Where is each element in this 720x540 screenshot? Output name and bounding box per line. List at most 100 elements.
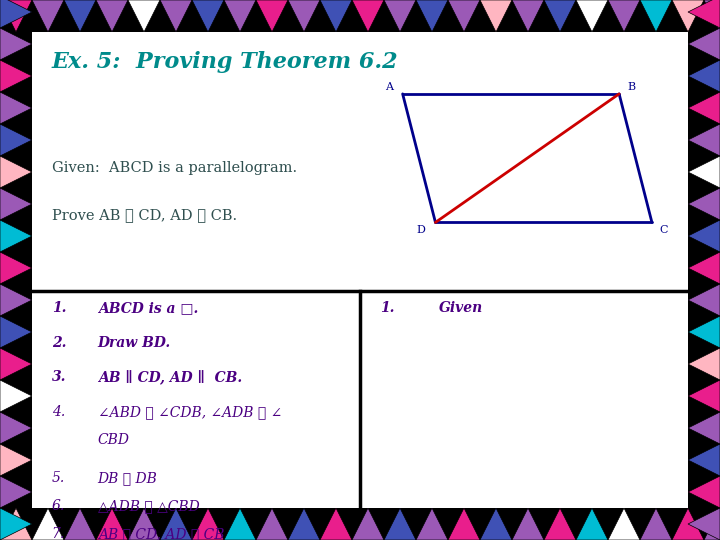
Text: 6.: 6. <box>52 499 65 513</box>
Polygon shape <box>192 0 224 32</box>
Text: 7.: 7. <box>52 527 65 540</box>
Polygon shape <box>0 0 32 28</box>
Text: AB ∥ CD, AD ∥  CB.: AB ∥ CD, AD ∥ CB. <box>98 370 242 385</box>
Text: A: A <box>384 82 393 91</box>
Polygon shape <box>32 0 64 32</box>
Polygon shape <box>688 60 720 92</box>
Polygon shape <box>96 0 128 32</box>
Polygon shape <box>576 0 608 32</box>
Polygon shape <box>0 380 32 412</box>
Text: ∠ABD ≅ ∠CDB, ∠ADB ≅ ∠: ∠ABD ≅ ∠CDB, ∠ADB ≅ ∠ <box>98 405 282 419</box>
Polygon shape <box>0 444 32 476</box>
Text: 3.: 3. <box>52 370 66 384</box>
Polygon shape <box>688 124 720 156</box>
Polygon shape <box>288 508 320 540</box>
Polygon shape <box>0 284 32 316</box>
Polygon shape <box>256 0 288 32</box>
Polygon shape <box>352 508 384 540</box>
Polygon shape <box>0 156 32 188</box>
Polygon shape <box>288 0 320 32</box>
Polygon shape <box>416 508 448 540</box>
Polygon shape <box>320 508 352 540</box>
Polygon shape <box>64 0 96 32</box>
Polygon shape <box>672 0 704 32</box>
Polygon shape <box>320 0 352 32</box>
Polygon shape <box>0 0 32 32</box>
Polygon shape <box>160 508 192 540</box>
Text: 1.: 1. <box>379 301 394 315</box>
Polygon shape <box>688 380 720 412</box>
Polygon shape <box>0 476 32 508</box>
Polygon shape <box>704 508 720 540</box>
Text: Given:  ABCD is a parallelogram.: Given: ABCD is a parallelogram. <box>52 160 297 174</box>
Polygon shape <box>688 508 720 540</box>
Polygon shape <box>688 412 720 444</box>
Polygon shape <box>0 316 32 348</box>
Polygon shape <box>480 508 512 540</box>
Polygon shape <box>384 508 416 540</box>
Polygon shape <box>0 92 32 124</box>
Text: AB ≅ CD, AD ≅ CB: AB ≅ CD, AD ≅ CB <box>98 527 224 540</box>
Polygon shape <box>224 508 256 540</box>
Polygon shape <box>128 0 160 32</box>
Polygon shape <box>0 124 32 156</box>
Polygon shape <box>688 220 720 252</box>
Polygon shape <box>128 508 160 540</box>
Polygon shape <box>688 444 720 476</box>
Text: 2.: 2. <box>52 336 66 350</box>
Bar <box>32 32 688 508</box>
Polygon shape <box>0 220 32 252</box>
Polygon shape <box>640 0 672 32</box>
Text: △ADB ≅ △CBD: △ADB ≅ △CBD <box>98 499 199 513</box>
Text: Ex. 5:  Proving Theorem 6.2: Ex. 5: Proving Theorem 6.2 <box>52 51 398 73</box>
Polygon shape <box>256 508 288 540</box>
Polygon shape <box>32 508 64 540</box>
Polygon shape <box>688 0 720 28</box>
Polygon shape <box>0 508 32 540</box>
Polygon shape <box>0 412 32 444</box>
Text: 5.: 5. <box>52 471 65 485</box>
Polygon shape <box>0 252 32 284</box>
Text: Draw BD.: Draw BD. <box>98 336 171 350</box>
Polygon shape <box>224 0 256 32</box>
Polygon shape <box>512 0 544 32</box>
Text: 4.: 4. <box>52 405 65 419</box>
Polygon shape <box>0 60 32 92</box>
Polygon shape <box>608 0 640 32</box>
Polygon shape <box>688 252 720 284</box>
Polygon shape <box>160 0 192 32</box>
Text: B: B <box>627 82 635 91</box>
Polygon shape <box>96 508 128 540</box>
Polygon shape <box>352 0 384 32</box>
Polygon shape <box>448 508 480 540</box>
Polygon shape <box>672 508 704 540</box>
Text: D: D <box>417 225 426 235</box>
Polygon shape <box>688 316 720 348</box>
Polygon shape <box>688 92 720 124</box>
Text: ABCD is a □.: ABCD is a □. <box>98 301 198 315</box>
Polygon shape <box>608 508 640 540</box>
Polygon shape <box>704 0 720 32</box>
Polygon shape <box>0 28 32 60</box>
Polygon shape <box>688 188 720 220</box>
Text: C: C <box>660 225 668 235</box>
Polygon shape <box>0 188 32 220</box>
Polygon shape <box>688 156 720 188</box>
Polygon shape <box>688 28 720 60</box>
Text: 1.: 1. <box>52 301 66 315</box>
Polygon shape <box>64 508 96 540</box>
Polygon shape <box>688 348 720 380</box>
Text: Prove AB ≅ CD, AD ≅ CB.: Prove AB ≅ CD, AD ≅ CB. <box>52 208 237 222</box>
Polygon shape <box>416 0 448 32</box>
Polygon shape <box>192 508 224 540</box>
Polygon shape <box>544 0 576 32</box>
Polygon shape <box>448 0 480 32</box>
Polygon shape <box>688 284 720 316</box>
Text: DB ≅ DB: DB ≅ DB <box>98 471 158 485</box>
Polygon shape <box>688 476 720 508</box>
Polygon shape <box>0 348 32 380</box>
Polygon shape <box>640 508 672 540</box>
Text: Given: Given <box>438 301 483 315</box>
Polygon shape <box>0 508 32 540</box>
Polygon shape <box>480 0 512 32</box>
